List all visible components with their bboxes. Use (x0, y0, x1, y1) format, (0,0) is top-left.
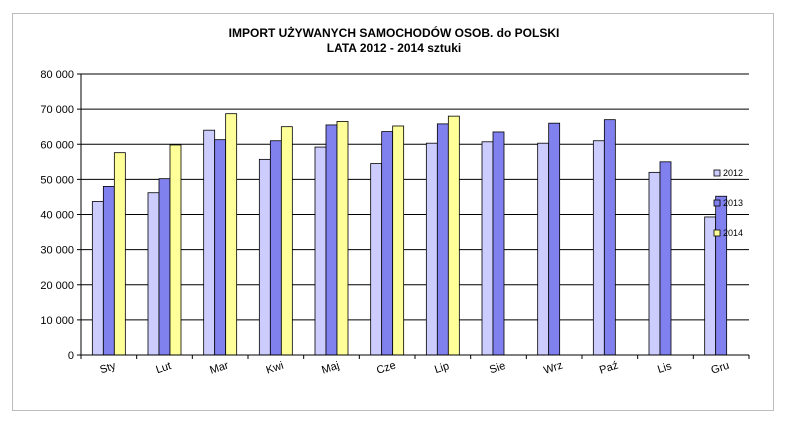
y-tick-label: 60 000 (40, 139, 74, 151)
bar-2012-kwi (258, 158, 271, 356)
legend: 2012 2013 2014 (713, 168, 743, 238)
bar-2013-maj (325, 124, 338, 356)
legend-label-2014: 2014 (723, 228, 743, 238)
bar-2012-cze (370, 163, 383, 356)
bar-2014-kwi (280, 126, 293, 356)
bar-2013-gru (715, 195, 728, 356)
bar-chart: 0 10 000 20 000 30 000 40 000 50 000 60 000 70 … (40, 69, 750, 377)
bar-2012-lis (648, 171, 661, 356)
bar-2013-paź (603, 119, 616, 356)
chart-title: IMPORT UŻYWANYCH SAMOCHODÓW OSOB. do POL… (13, 26, 775, 56)
bar-2013-sie (492, 131, 505, 356)
bar-2014-sty (113, 152, 126, 356)
bar-2012-sty (91, 201, 104, 356)
x-tick-label: Lis (656, 360, 674, 376)
y-tick-label: 40 000 (40, 210, 74, 222)
bar-2012-lip (425, 142, 438, 356)
bar-2014-lip (447, 115, 460, 356)
legend-swatch-2014 (713, 229, 721, 237)
x-tick-label: Lip (433, 360, 451, 376)
x-tick-label: Maj (320, 360, 341, 377)
y-tick-label: 20 000 (40, 280, 74, 292)
y-tick-label: 30 000 (40, 245, 74, 257)
y-tick-label: 0 (68, 350, 74, 362)
x-tick-label: Sie (488, 360, 507, 376)
y-tick-label: 80 000 (40, 69, 74, 81)
grid-layer (81, 73, 749, 321)
bar-2012-maj (314, 146, 327, 356)
bar-2013-mar (214, 139, 227, 356)
bar-2013-lis (659, 161, 672, 356)
bar-2013-wrz (548, 122, 561, 356)
bar-2013-sty (102, 185, 115, 356)
labels-layer: 0 10 000 20 000 30 000 40 000 50 000 60 000 70 … (40, 69, 730, 377)
y-tick-label: 10 000 (40, 315, 74, 327)
legend-swatch-2012 (713, 169, 721, 177)
bar-2013-lut (158, 178, 171, 356)
chart-title-line-2: LATA 2012 - 2014 sztuki (326, 41, 462, 55)
x-tick-label: Wrz (542, 359, 564, 376)
bar-2012-paź (592, 140, 605, 356)
legend-label-2013: 2013 (723, 198, 743, 208)
bars-layer (91, 113, 728, 356)
x-tick-label: Cze (375, 359, 397, 376)
x-tick-label: Kwi (265, 360, 286, 377)
bar-2012-lut (147, 192, 160, 356)
x-tick-label: Gru (710, 360, 731, 377)
legend-label-2012: 2012 (723, 168, 743, 178)
bar-2012-wrz (537, 142, 550, 356)
y-tick-label: 50 000 (40, 174, 74, 186)
bar-2014-lut (169, 144, 182, 356)
bar-2014-maj (336, 121, 349, 356)
chart-frame: IMPORT UŻYWANYCH SAMOCHODÓW OSOB. do POL… (12, 13, 774, 411)
x-tick-label: Mar (208, 359, 230, 376)
legend-swatch-2013 (713, 199, 721, 207)
x-tick-label: Sty (98, 360, 117, 376)
bar-2013-lip (436, 123, 449, 356)
y-tick-label: 70 000 (40, 104, 74, 116)
bar-2012-mar (203, 129, 216, 356)
bar-2012-sie (481, 141, 494, 356)
chart-title-line-1: IMPORT UŻYWANYCH SAMOCHODÓW OSOB. do POL… (228, 26, 560, 40)
bar-2013-kwi (269, 140, 282, 356)
bar-2014-cze (392, 125, 405, 356)
bar-2012-gru (704, 216, 717, 356)
bar-2013-cze (381, 131, 394, 356)
x-tick-label: Lut (154, 360, 172, 376)
x-tick-label: Paź (598, 360, 620, 377)
axes-layer (77, 73, 750, 359)
bar-2014-mar (225, 113, 238, 356)
